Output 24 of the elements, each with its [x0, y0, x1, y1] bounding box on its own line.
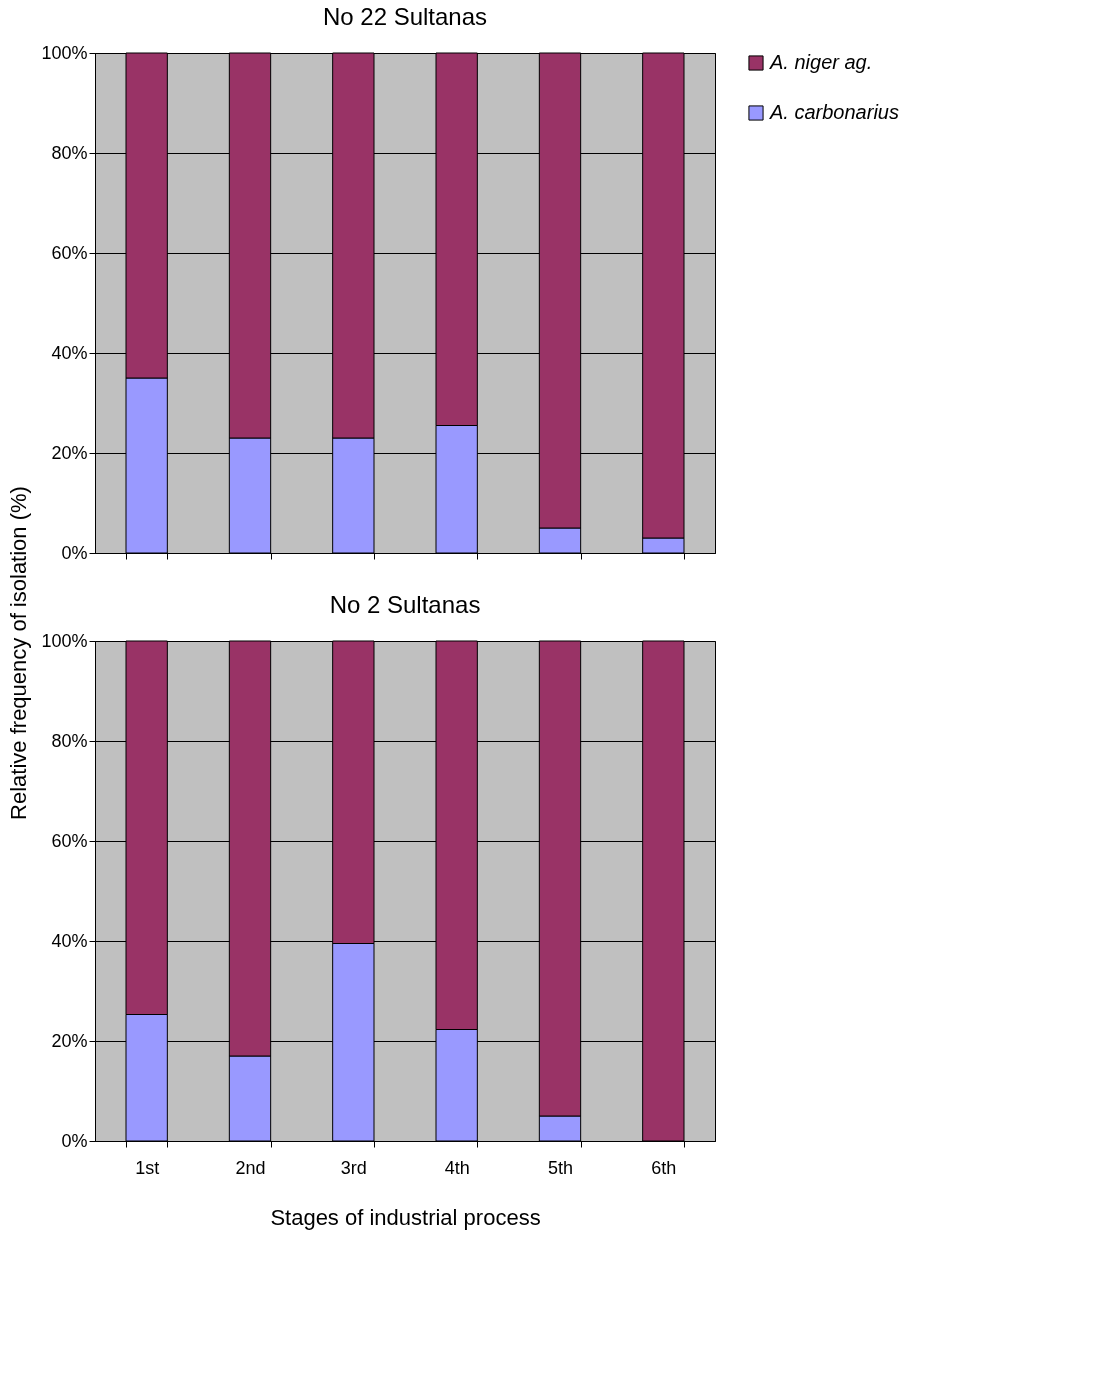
- y-tick-label: 100%: [41, 630, 88, 651]
- legend-label: A. carbonarius: [769, 101, 899, 123]
- legend-label: A. niger ag.: [769, 51, 873, 73]
- x-axis-title: Stages of industrial process: [270, 1204, 541, 1230]
- chart-title: No 22 Sultanas: [322, 3, 488, 30]
- y-tick-label: 60%: [51, 242, 88, 263]
- y-tick-label: 60%: [51, 830, 88, 851]
- chart-title: No 2 Sultanas: [329, 591, 481, 618]
- y-tick-label: 0%: [61, 1130, 88, 1151]
- y-tick-label: 100%: [41, 42, 88, 63]
- x-tick-label: 3rd: [340, 1157, 367, 1178]
- y-tick-label: 20%: [51, 442, 88, 463]
- x-tick-label: 1st: [135, 1157, 160, 1178]
- x-tick-label: 6th: [651, 1157, 677, 1178]
- y-tick-label: 40%: [51, 930, 88, 951]
- y-tick-label: 80%: [51, 730, 88, 751]
- y-tick-label: 0%: [61, 542, 88, 563]
- x-tick-label: 2nd: [235, 1157, 266, 1178]
- x-tick-label: 5th: [547, 1157, 574, 1178]
- y-tick-label: 20%: [51, 1030, 88, 1051]
- y-axis-title: Relative frequency of isolation (%): [6, 486, 31, 820]
- y-tick-label: 40%: [51, 342, 88, 363]
- y-tick-label: 80%: [51, 142, 88, 163]
- x-tick-label: 4th: [444, 1157, 470, 1178]
